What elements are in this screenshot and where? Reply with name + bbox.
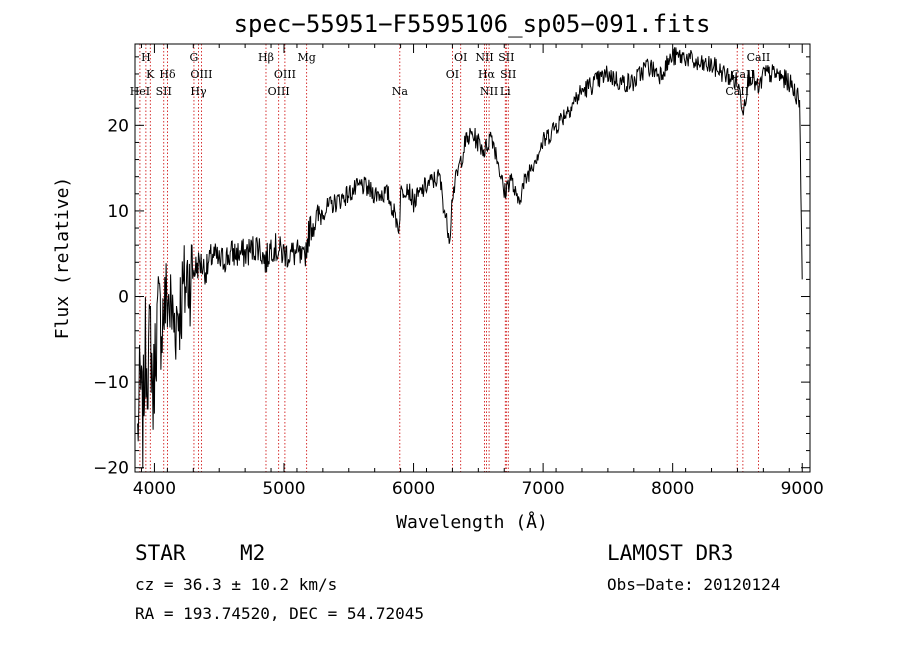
object-subclass: M2 bbox=[240, 541, 265, 565]
spectral-line-label: Na bbox=[392, 85, 409, 98]
spectral-line-label: SII bbox=[156, 85, 172, 98]
y-tick-label: 10 bbox=[107, 202, 129, 222]
spectral-line-label: H bbox=[141, 51, 151, 64]
spectrum-line bbox=[137, 47, 803, 469]
coordinates: RA = 193.74520, DEC = 54.72045 bbox=[135, 604, 424, 623]
spectrum-series bbox=[137, 47, 803, 469]
spectral-line-label: Hγ bbox=[190, 85, 207, 98]
spectral-line-label: CaII bbox=[731, 68, 755, 81]
spectral-line-label: SII bbox=[498, 51, 514, 64]
y-tick-label: 0 bbox=[118, 288, 129, 308]
x-tick-label: 8000 bbox=[651, 479, 694, 499]
spectral-line-label: OIII bbox=[268, 85, 290, 98]
spectral-line-label: OI bbox=[446, 68, 459, 81]
spectral-line-label: NII bbox=[475, 51, 493, 64]
spectral-line-label: G bbox=[190, 51, 199, 64]
x-tick-label: 6000 bbox=[392, 479, 435, 499]
spectral-line-label: Hα bbox=[478, 68, 496, 81]
spectral-line-label: CaII bbox=[725, 85, 749, 98]
spectral-line-label: NII bbox=[480, 85, 498, 98]
x-tick-label: 5000 bbox=[262, 479, 305, 499]
spectral-line-label: Li bbox=[500, 85, 511, 98]
chart-title: spec−55951−F5595106_sp05−091.fits bbox=[234, 10, 711, 38]
y-tick-label: 20 bbox=[107, 116, 129, 136]
spectral-line-label: OI bbox=[454, 51, 467, 64]
x-tick-label: 7000 bbox=[521, 479, 564, 499]
spectral-line-label: OIII bbox=[190, 68, 212, 81]
spectral-line-label: HeI bbox=[130, 85, 150, 98]
x-axis-ticks: 4000 5000 6000 7000 8000 9000 bbox=[133, 44, 824, 499]
spectral-line-label: Mg bbox=[298, 51, 316, 64]
x-tick-label: 9000 bbox=[781, 479, 824, 499]
y-axis-label: Flux (relative) bbox=[52, 177, 73, 340]
spectral-line-label: Hδ bbox=[159, 68, 176, 81]
x-tick-label: 4000 bbox=[133, 479, 176, 499]
observation-date: Obs−Date: 20120124 bbox=[607, 575, 780, 594]
spectral-line-label: K bbox=[146, 68, 155, 81]
spectral-line-label: SII bbox=[500, 68, 516, 81]
plot-frame bbox=[134, 43, 811, 473]
spectral-line-label: Hβ bbox=[258, 51, 274, 64]
spectral-line-label: CaII bbox=[747, 51, 771, 64]
y-tick-label: −20 bbox=[93, 459, 129, 479]
survey-name: LAMOST DR3 bbox=[607, 541, 733, 565]
x-axis-label: Wavelength (Å) bbox=[396, 511, 548, 533]
redshift-cz: cz = 36.3 ± 10.2 km/s bbox=[135, 575, 337, 594]
y-axis-ticks: −20 −10 0 10 20 bbox=[93, 56, 810, 479]
spectral-line-label: OIII bbox=[274, 68, 296, 81]
y-tick-label: −10 bbox=[93, 373, 129, 393]
object-class: STAR bbox=[135, 541, 186, 565]
